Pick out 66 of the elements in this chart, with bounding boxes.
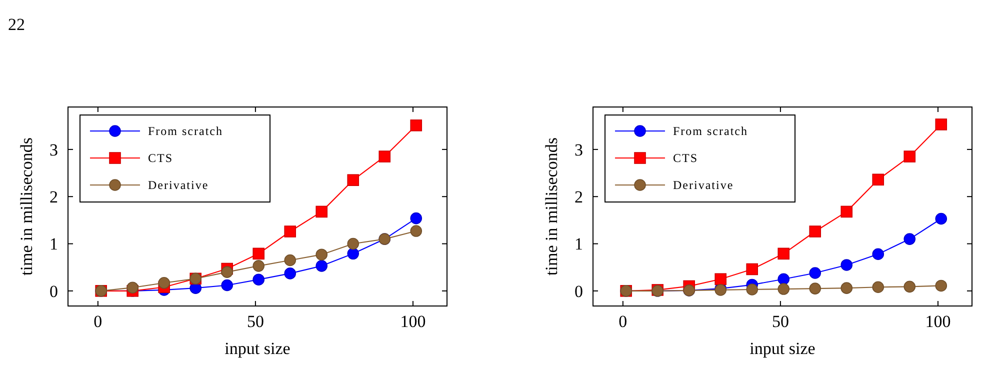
- x-tick-label: 0: [94, 312, 102, 331]
- x-tick-label: 50: [772, 312, 789, 331]
- point: [410, 225, 422, 237]
- legend-label: CTS: [673, 151, 698, 166]
- y-tick-label: 0: [574, 282, 583, 301]
- point: [809, 226, 822, 238]
- point: [347, 174, 360, 186]
- point: [872, 174, 884, 186]
- y-tick-label: 1: [574, 234, 583, 254]
- point: [378, 150, 391, 162]
- legend-label: CTS: [148, 151, 174, 166]
- x-axis-title: input size: [224, 339, 290, 358]
- y-axis-title: time in milliseconds: [542, 138, 561, 276]
- point: [778, 283, 790, 295]
- point: [316, 260, 328, 272]
- point: [284, 254, 296, 266]
- point: [714, 273, 726, 286]
- point: [252, 248, 265, 260]
- point: [778, 273, 790, 286]
- point: [840, 206, 853, 218]
- legend-label: From scratch: [673, 124, 748, 138]
- legend-label: From scratch: [148, 124, 223, 138]
- point: [872, 248, 884, 260]
- point: [904, 280, 916, 293]
- y-tick-label: 1: [50, 234, 58, 254]
- x-tick-label: 0: [618, 312, 628, 331]
- point: [410, 212, 422, 224]
- point: [746, 263, 758, 276]
- text: 22: [8, 15, 25, 34]
- point: [809, 267, 822, 279]
- point: [252, 260, 265, 272]
- point: [935, 280, 948, 292]
- point: [316, 248, 328, 260]
- point: [284, 226, 296, 238]
- point: [935, 212, 948, 225]
- x-tick-label: 100: [400, 312, 426, 331]
- point: [746, 284, 758, 296]
- point: [347, 238, 360, 250]
- point: [809, 282, 822, 294]
- point: [347, 248, 360, 260]
- point: [284, 268, 296, 280]
- point: [410, 119, 422, 132]
- point: [840, 282, 853, 294]
- x-tick-label: 50: [246, 312, 264, 331]
- x-axis-title: input size: [750, 339, 816, 358]
- point: [221, 279, 233, 292]
- point: [840, 259, 853, 271]
- y-tick-label: 3: [574, 140, 583, 160]
- y-tick-label: 3: [50, 140, 58, 160]
- point: [221, 266, 233, 278]
- point: [316, 206, 328, 218]
- y-tick-label: 2: [50, 188, 58, 207]
- point: [872, 281, 884, 294]
- y-axis-title: time in milliseconds: [17, 138, 36, 276]
- point: [778, 248, 790, 260]
- point: [935, 118, 948, 130]
- point: [126, 282, 138, 294]
- y-tick-label: 0: [50, 282, 58, 301]
- x-tick-label: 100: [925, 312, 951, 331]
- point: [252, 274, 265, 286]
- point: [904, 150, 916, 162]
- legend-label: Derivative: [148, 178, 209, 192]
- point: [158, 276, 170, 289]
- y-tick-label: 2: [574, 188, 583, 207]
- point: [904, 233, 916, 245]
- legend-label: Derivative: [673, 178, 734, 192]
